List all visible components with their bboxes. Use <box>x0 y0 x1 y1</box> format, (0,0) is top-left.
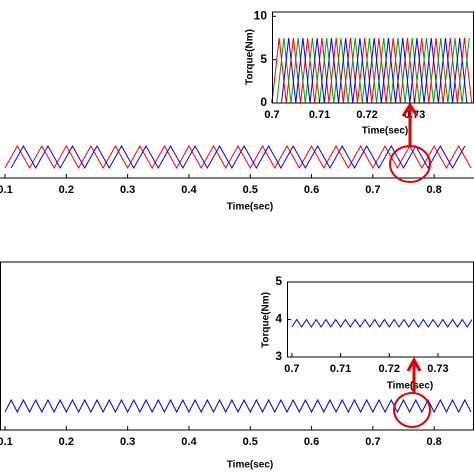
x-tick-label: 0.7 <box>365 436 380 448</box>
x-axis-label: Time(sec) <box>362 126 409 137</box>
x-tick-label: 0.5 <box>243 184 258 196</box>
x-axis-label: Time(sec) <box>387 381 434 392</box>
x-tick-label: 0.72 <box>379 363 400 375</box>
x-tick-label: 0.2 <box>59 184 74 196</box>
x-axis-label: Time(sec) <box>227 202 274 213</box>
x-tick-label: 0.7 <box>264 109 279 121</box>
x-tick-label: 0.8 <box>427 184 442 196</box>
signal-line <box>276 37 470 103</box>
zoom-markers <box>389 102 431 428</box>
x-tick-label: 0.3 <box>120 436 135 448</box>
y-tick-label: 5 <box>275 274 282 288</box>
x-tick-label: 0.6 <box>304 184 319 196</box>
y-axis-label: Torque(Nm) <box>261 292 272 348</box>
y-tick-label: 0 <box>260 95 267 109</box>
signal-line <box>4 398 472 414</box>
x-tick-label: 0.1 <box>0 436 13 448</box>
x-tick-label: 0.4 <box>181 436 197 448</box>
y-tick-label: 5 <box>260 52 267 66</box>
x-tick-label: 0.71 <box>330 363 351 375</box>
zoom-circle <box>393 392 431 428</box>
x-tick-label: 0.71 <box>309 109 330 121</box>
x-tick-label: 0.7 <box>365 184 380 196</box>
y-tick-label: 10 <box>254 9 268 23</box>
y-tick-label: 4 <box>275 312 282 326</box>
x-tick-label: 0.7 <box>284 363 299 375</box>
plot-area <box>287 282 474 357</box>
x-tick-label: 0.8 <box>427 436 442 448</box>
x-axis-label: Time(sec) <box>227 460 274 471</box>
plot <box>272 37 473 103</box>
x-tick-label: 0.5 <box>243 436 258 448</box>
x-tick-label: 0.2 <box>59 436 74 448</box>
y-axis-label: Torque(Nm) <box>245 29 256 85</box>
x-tick-label: 0.4 <box>181 184 197 196</box>
plot <box>4 145 472 170</box>
x-tick-label: 0.72 <box>356 109 377 121</box>
x-tick-label: 0.3 <box>120 184 135 196</box>
x-tick-label: 0.73 <box>427 363 448 375</box>
signal-line <box>4 145 472 170</box>
arrow-head <box>401 102 419 117</box>
plot <box>291 318 473 328</box>
arrow-head <box>406 356 422 372</box>
x-tick-label: 0.1 <box>0 184 13 196</box>
signal-line <box>10 145 466 170</box>
plot <box>4 398 472 414</box>
y-tick-label: 3 <box>275 349 282 363</box>
signal-line <box>291 318 473 328</box>
signal-line <box>281 37 468 103</box>
x-tick-label: 0.6 <box>304 436 319 448</box>
